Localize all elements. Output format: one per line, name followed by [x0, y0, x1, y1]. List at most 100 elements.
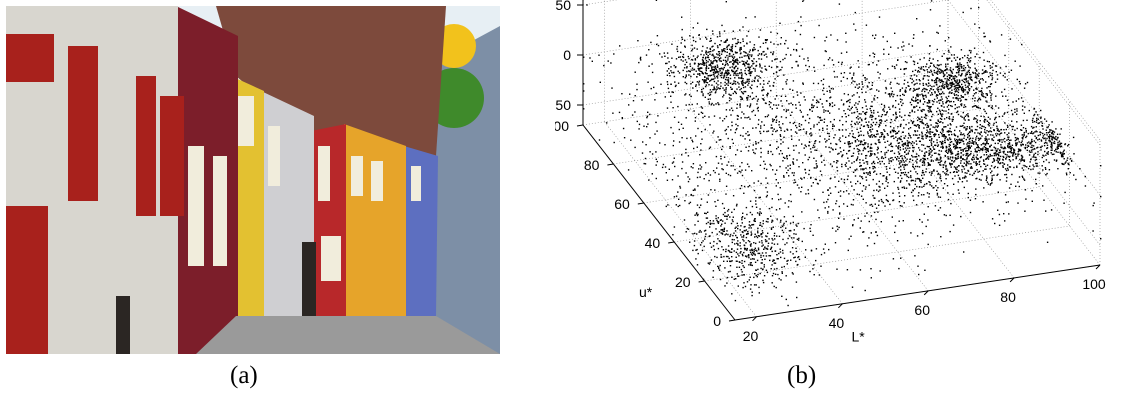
data-point [890, 94, 893, 96]
data-point [1061, 152, 1063, 154]
data-point [714, 66, 716, 69]
data-point [987, 143, 989, 145]
data-point [1035, 126, 1037, 128]
data-point [932, 89, 935, 91]
data-point [1008, 159, 1011, 161]
data-point [775, 71, 778, 74]
data-point [1006, 79, 1008, 81]
data-point [995, 135, 998, 137]
data-point [1066, 159, 1068, 161]
data-point [867, 126, 870, 128]
data-point [887, 93, 890, 95]
data-point [977, 146, 979, 148]
data-point [1050, 129, 1052, 131]
data-point [707, 56, 710, 59]
data-point [959, 141, 962, 143]
data-point [745, 62, 747, 65]
data-point [706, 65, 708, 68]
data-point [739, 50, 741, 52]
data-point [923, 87, 925, 90]
data-point [918, 71, 921, 73]
data-point [945, 96, 947, 98]
data-point [760, 156, 762, 158]
data-point [731, 293, 733, 295]
data-point [882, 175, 884, 177]
data-point [965, 138, 967, 141]
data-point [878, 180, 880, 183]
data-point [1012, 154, 1014, 156]
data-point [957, 155, 959, 158]
data-point [830, 177, 832, 179]
data-point [783, 130, 786, 132]
data-point [760, 262, 762, 264]
data-point [645, 144, 647, 146]
data-point [880, 103, 883, 105]
data-point [923, 69, 926, 72]
data-point [1010, 148, 1012, 150]
data-point [864, 118, 866, 120]
data-point [1070, 160, 1073, 162]
data-point [629, 93, 631, 95]
data-point [829, 151, 831, 153]
data-point [742, 93, 745, 95]
data-point [1037, 172, 1039, 174]
data-point [826, 125, 828, 127]
data-point [707, 67, 710, 69]
data-point [655, 121, 657, 124]
data-point [946, 57, 948, 60]
data-point [806, 69, 809, 71]
data-point [904, 157, 906, 159]
data-point [891, 92, 893, 95]
data-point [855, 102, 857, 104]
data-point [728, 55, 730, 57]
data-point [835, 148, 837, 150]
data-point [745, 81, 747, 83]
data-point [847, 114, 850, 117]
data-point [751, 248, 753, 250]
data-point [965, 164, 967, 166]
data-point [1050, 152, 1052, 154]
data-point [916, 185, 918, 188]
data-point [861, 177, 864, 180]
data-point [953, 85, 955, 88]
data-point [978, 6, 980, 9]
data-point [743, 282, 745, 284]
data-point [747, 54, 749, 57]
data-point [877, 146, 879, 148]
data-point [967, 59, 970, 62]
data-point [843, 72, 846, 74]
data-point [724, 285, 726, 287]
data-point [741, 92, 744, 94]
data-point [965, 129, 967, 131]
data-point [795, 250, 798, 253]
data-point [744, 90, 747, 93]
data-point [988, 130, 990, 133]
data-point [763, 83, 765, 85]
data-point [794, 181, 797, 183]
data-point [923, 109, 925, 111]
data-point [864, 148, 867, 150]
data-point [1017, 202, 1019, 204]
data-point [979, 107, 981, 110]
data-point [1053, 131, 1056, 133]
data-point [1037, 122, 1039, 125]
data-point [745, 206, 748, 209]
data-point [718, 71, 720, 73]
data-point [1073, 174, 1075, 176]
data-point [881, 160, 883, 163]
data-point [865, 24, 868, 26]
data-point [1024, 189, 1027, 191]
data-point [818, 101, 820, 104]
data-point [836, 76, 838, 78]
data-point [930, 69, 932, 71]
data-point [836, 225, 838, 228]
data-point [818, 121, 820, 124]
data-point [935, 144, 937, 147]
data-point [789, 88, 791, 90]
data-point [1005, 173, 1008, 176]
data-point [996, 125, 998, 127]
data-point [743, 90, 745, 93]
data-point [997, 133, 999, 135]
data-point [832, 123, 834, 126]
data-point [850, 155, 853, 157]
